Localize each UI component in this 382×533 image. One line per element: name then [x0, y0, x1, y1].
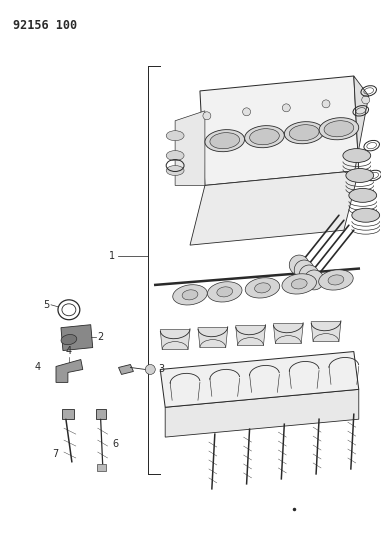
Circle shape — [289, 255, 309, 275]
Text: 7: 7 — [52, 449, 58, 459]
Text: 4: 4 — [35, 362, 41, 373]
Polygon shape — [160, 352, 359, 407]
Ellipse shape — [207, 282, 242, 302]
Circle shape — [294, 260, 314, 280]
Text: 92156 100: 92156 100 — [13, 19, 78, 33]
Ellipse shape — [346, 168, 374, 182]
Text: 1: 1 — [109, 251, 115, 261]
Ellipse shape — [282, 274, 316, 294]
Ellipse shape — [244, 126, 284, 148]
Polygon shape — [160, 330, 190, 350]
Polygon shape — [200, 76, 359, 185]
Circle shape — [243, 108, 251, 116]
Polygon shape — [118, 365, 133, 375]
Text: 2: 2 — [98, 332, 104, 342]
Ellipse shape — [166, 151, 184, 160]
Ellipse shape — [319, 270, 353, 290]
Polygon shape — [354, 76, 369, 175]
Ellipse shape — [254, 283, 270, 293]
Polygon shape — [198, 328, 228, 348]
Polygon shape — [311, 322, 341, 342]
Polygon shape — [175, 111, 205, 185]
Circle shape — [282, 104, 290, 112]
FancyBboxPatch shape — [96, 409, 106, 419]
Polygon shape — [165, 389, 359, 437]
Polygon shape — [61, 325, 93, 351]
Ellipse shape — [249, 128, 279, 145]
Ellipse shape — [319, 118, 359, 140]
Ellipse shape — [217, 287, 233, 297]
Ellipse shape — [210, 133, 240, 149]
Text: 5: 5 — [43, 300, 49, 310]
Ellipse shape — [182, 290, 198, 300]
Ellipse shape — [291, 279, 307, 289]
Ellipse shape — [166, 131, 184, 141]
Polygon shape — [190, 171, 359, 245]
Ellipse shape — [289, 125, 319, 141]
Text: 4: 4 — [66, 345, 72, 356]
Polygon shape — [236, 326, 265, 345]
Ellipse shape — [328, 275, 344, 285]
FancyBboxPatch shape — [62, 409, 74, 419]
Circle shape — [322, 100, 330, 108]
Polygon shape — [56, 360, 83, 382]
Ellipse shape — [343, 149, 371, 163]
Ellipse shape — [245, 278, 280, 298]
Ellipse shape — [173, 285, 207, 305]
Ellipse shape — [284, 122, 324, 144]
Ellipse shape — [324, 120, 354, 137]
Circle shape — [145, 365, 155, 375]
Ellipse shape — [205, 130, 244, 152]
Text: 3: 3 — [158, 365, 164, 375]
Ellipse shape — [166, 166, 184, 175]
Circle shape — [299, 265, 319, 285]
Ellipse shape — [352, 208, 380, 222]
Ellipse shape — [61, 335, 77, 345]
Text: 6: 6 — [113, 439, 119, 449]
Ellipse shape — [349, 188, 377, 203]
Circle shape — [304, 270, 324, 290]
Circle shape — [203, 112, 211, 120]
Polygon shape — [274, 324, 303, 344]
FancyBboxPatch shape — [97, 464, 106, 471]
Circle shape — [362, 96, 370, 104]
